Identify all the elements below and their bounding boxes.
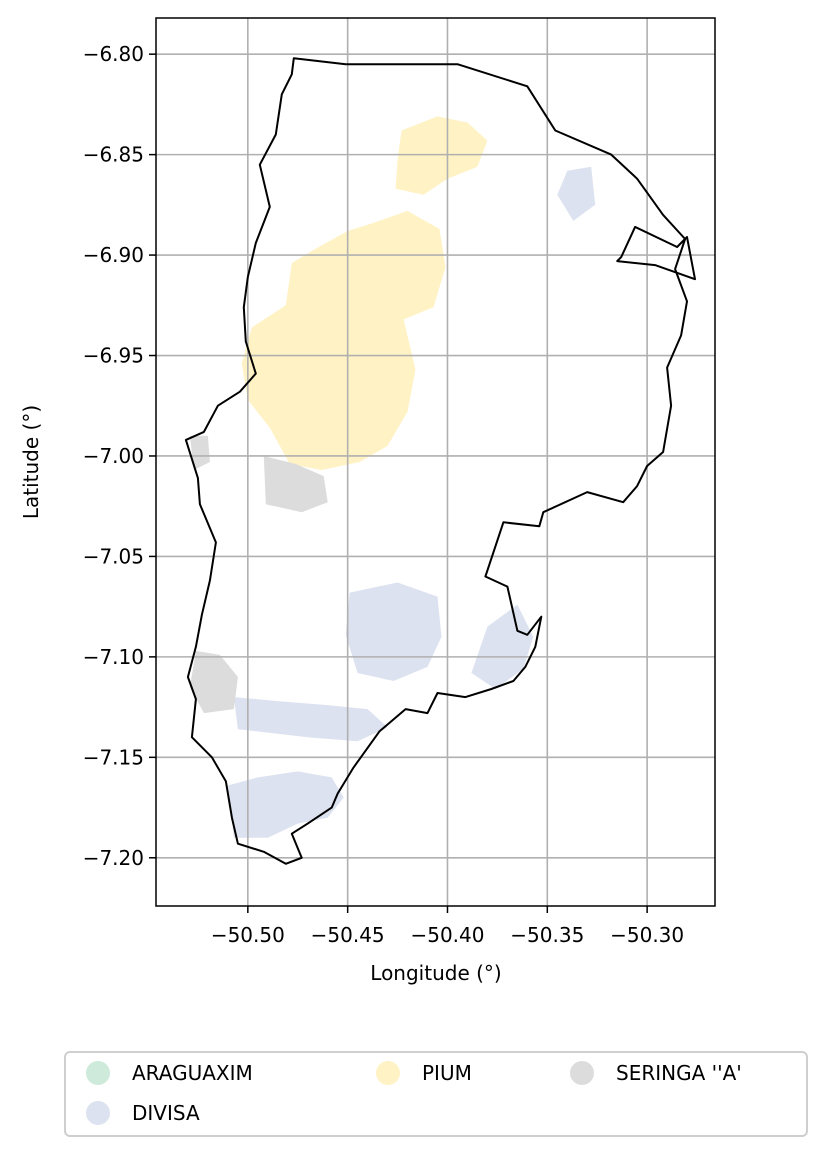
legend-item-araguaxim: ARAGUAXIM — [86, 1061, 253, 1085]
legend: ARAGUAXIM DIVISA PIUM SERINGA ''A' — [64, 1051, 808, 1137]
y-tick-label: −7.05 — [83, 544, 144, 568]
legend-item-pium: PIUM — [376, 1061, 472, 1085]
x-tick-label: −50.50 — [211, 923, 285, 947]
legend-marker-icon — [86, 1061, 110, 1085]
x-tick-label: −50.45 — [311, 923, 385, 947]
x-tick-label: −50.40 — [410, 923, 484, 947]
y-tick-label: −7.00 — [83, 444, 144, 468]
legend-marker-icon — [376, 1061, 400, 1085]
legend-label: DIVISA — [132, 1101, 200, 1125]
y-tick-label: −7.15 — [83, 745, 144, 769]
y-tick-label: −6.80 — [83, 42, 144, 66]
legend-item-divisa: DIVISA — [86, 1101, 200, 1125]
x-axis-label: Longitude (°) — [370, 961, 501, 985]
x-tick-label: −50.35 — [510, 923, 584, 947]
legend-label: PIUM — [422, 1061, 472, 1085]
y-tick-label: −6.90 — [83, 243, 144, 267]
x-tick-label: −50.30 — [610, 923, 684, 947]
y-tick-label: −6.85 — [83, 143, 144, 167]
legend-label: SERINGA ''A' — [616, 1061, 742, 1085]
y-tick-label: −7.10 — [83, 645, 144, 669]
legend-label: ARAGUAXIM — [132, 1061, 253, 1085]
legend-marker-icon — [86, 1101, 110, 1125]
y-tick-label: −7.20 — [83, 846, 144, 870]
legend-item-seringa-a: SERINGA ''A' — [570, 1061, 742, 1085]
legend-marker-icon — [570, 1061, 594, 1085]
y-tick-label: −6.95 — [83, 344, 144, 368]
y-axis-label: Latitude (°) — [19, 405, 43, 519]
region-divisa — [346, 583, 442, 682]
